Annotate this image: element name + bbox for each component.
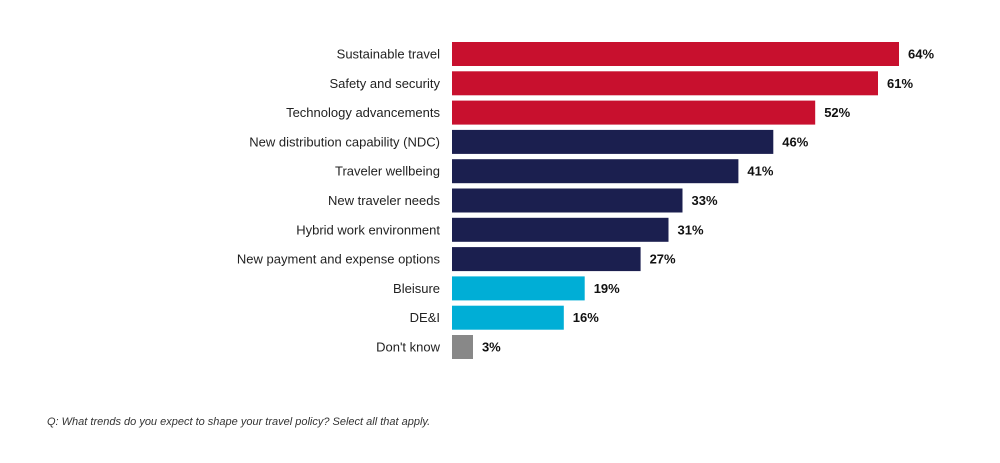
category-label-traveler-wellbeing: Traveler wellbeing [335,164,440,179]
value-label-hybrid-work-environment: 31% [678,222,704,237]
value-label-new-traveler-needs: 33% [691,193,717,208]
bar-new-payment-and-expense-options [452,247,641,272]
value-label-new-payment-and-expense-options: 27% [650,252,676,267]
value-label-sustainable-travel: 64% [908,47,934,62]
category-label-technology-advancements: Technology advancements [286,105,440,120]
category-label-safety-and-security: Safety and security [329,76,440,91]
value-label-safety-and-security: 61% [887,76,913,91]
value-label-de-i: 16% [573,310,599,325]
bar-safety-and-security [452,71,878,96]
category-label-hybrid-work-environment: Hybrid work environment [296,222,440,237]
value-label-new-distribution-capability-ndc: 46% [782,134,808,149]
survey-question-footnote: Q: What trends do you expect to shape yo… [47,416,431,428]
bar-technology-advancements [452,100,816,125]
bar-hybrid-work-environment [452,217,669,242]
category-label-don-t-know: Don't know [376,340,441,355]
bar-sustainable-travel [452,42,899,66]
category-label-new-payment-and-expense-options: New payment and expense options [237,252,441,267]
bar-new-distribution-capability-ndc [452,129,774,154]
value-label-don-t-know: 3% [482,340,501,355]
bar-don-t-know [452,335,473,359]
category-label-new-distribution-capability-ndc: New distribution capability (NDC) [249,134,440,149]
chart-canvas: Sustainable travel 64% Safety and security… [237,42,934,359]
bar-new-traveler-needs [452,188,683,213]
category-label-bleisure: Bleisure [393,281,440,296]
value-label-bleisure: 19% [594,281,620,296]
bar-bleisure [452,276,585,301]
bar-traveler-wellbeing [452,159,739,184]
category-label-sustainable-travel: Sustainable travel [337,47,440,62]
value-label-technology-advancements: 52% [824,105,850,120]
category-label-new-traveler-needs: New traveler needs [328,193,440,208]
bar-de-i [452,305,564,330]
value-label-traveler-wellbeing: 41% [747,164,773,179]
category-label-de-i: DE&I [410,310,440,325]
